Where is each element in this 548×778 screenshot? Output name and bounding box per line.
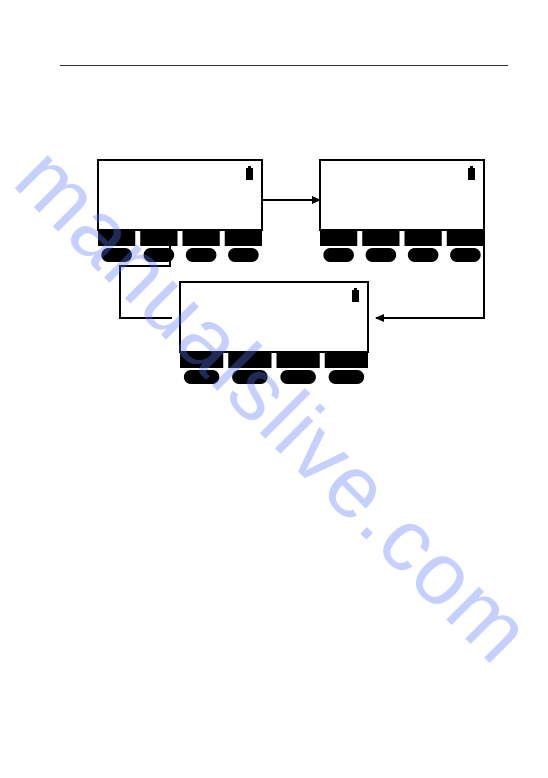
- softkey-button: [329, 370, 364, 384]
- screen-frame: [98, 160, 262, 230]
- softkey-bar: [362, 230, 399, 246]
- softkey-bar: [180, 352, 223, 368]
- softkey-bar: [228, 352, 271, 368]
- softkey-button: [323, 248, 354, 262]
- softkey-bar: [225, 230, 262, 246]
- softkey-bar: [140, 230, 177, 246]
- softkey-bar: [447, 230, 484, 246]
- flow-diagram: [0, 0, 548, 778]
- softkey-button: [101, 248, 132, 262]
- battery-icon: [352, 290, 359, 302]
- softkey-button: [232, 370, 267, 384]
- battery-cap-icon: [470, 166, 473, 168]
- screen-frame: [320, 160, 484, 230]
- battery-cap-icon: [248, 166, 251, 168]
- battery-icon: [468, 168, 475, 180]
- softkey-bar: [320, 230, 357, 246]
- page: manualslive.com: [0, 0, 548, 778]
- softkey-bar: [98, 230, 135, 246]
- battery-cap-icon: [354, 288, 357, 290]
- softkey-bar: [325, 352, 368, 368]
- screens: [98, 160, 484, 384]
- screen-frame: [180, 282, 368, 352]
- softkey-button: [408, 248, 439, 262]
- softkey-bar: [405, 230, 442, 246]
- softkey-button: [366, 248, 397, 262]
- screen-1: [98, 160, 262, 262]
- softkey-bar: [277, 352, 320, 368]
- softkey-button: [450, 248, 481, 262]
- softkey-button: [186, 248, 217, 262]
- softkey-button: [228, 248, 259, 262]
- softkey-button: [184, 370, 219, 384]
- screen-3: [180, 282, 368, 384]
- softkey-bar: [183, 230, 220, 246]
- softkey-button: [280, 370, 315, 384]
- battery-icon: [246, 168, 253, 180]
- screen-2: [320, 160, 484, 262]
